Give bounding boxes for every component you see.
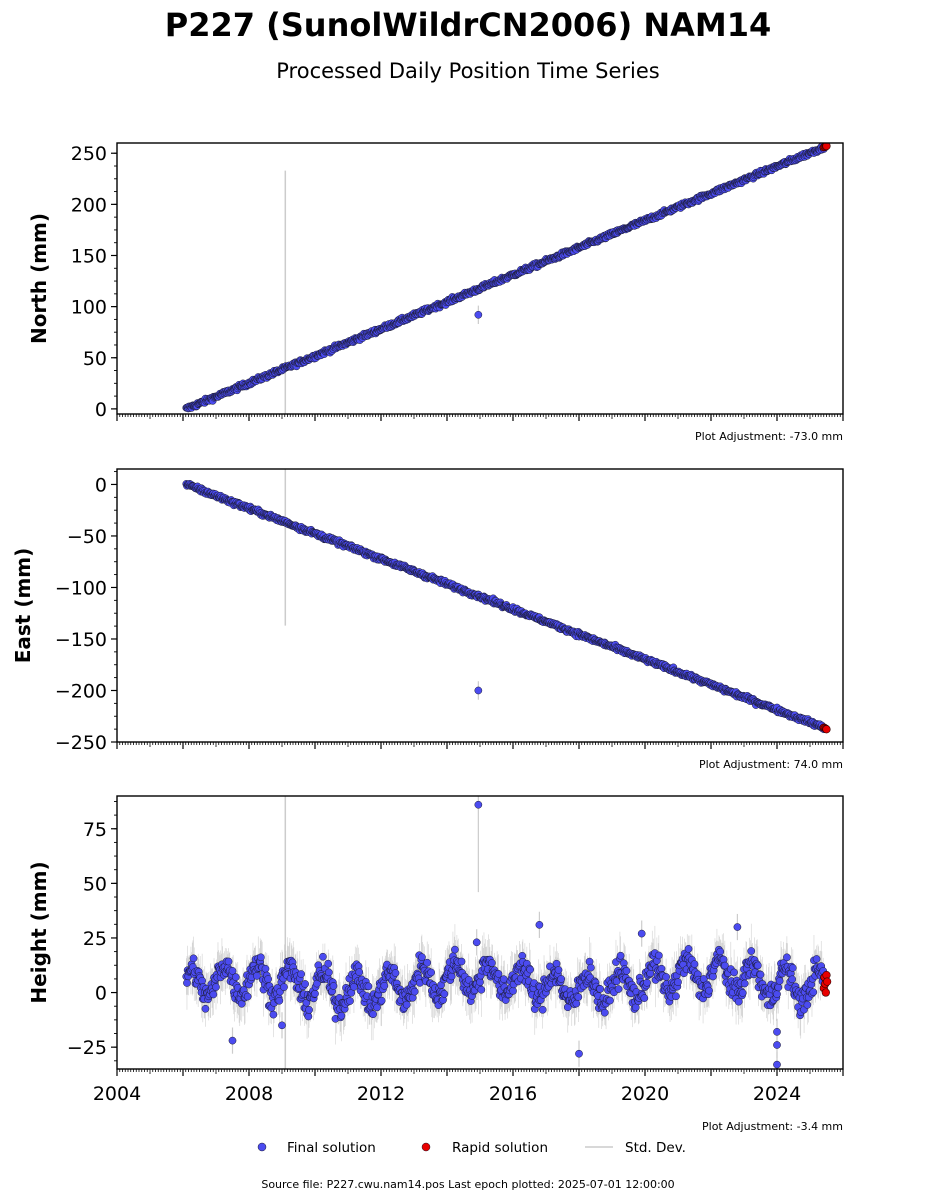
y-tick-label: 0	[95, 399, 107, 421]
east-axis-label: East (mm)	[11, 548, 35, 664]
y-tick-label: 200	[71, 194, 107, 216]
y-tick-label: 0	[95, 474, 107, 496]
east-plot-adjustment: Plot Adjustment: 74.0 mm	[699, 758, 843, 771]
north-data-layer	[182, 143, 831, 414]
final-solution-outlier	[474, 686, 483, 695]
east-data-layer	[182, 469, 831, 734]
rapid-solution-point	[822, 725, 831, 734]
north-plot-adjustment: Plot Adjustment: -73.0 mm	[695, 430, 843, 443]
y-tick-label: 150	[71, 245, 107, 267]
east-panel: 0 −50 −100 −150 −200 −250 East (mm) Plot Adjust…	[11, 468, 844, 771]
y-tick-label: −150	[55, 629, 107, 651]
y-tick-label: 100	[71, 297, 107, 319]
north-panel: 0 50 100 150 200 250 North (mm) Plot Adjustment…	[27, 142, 844, 443]
chart-title: P227 (SunolWildrCN2006) NAM14	[165, 6, 772, 44]
east-axes-frame	[116, 468, 844, 743]
y-tick-label: −50	[67, 526, 107, 548]
y-tick-label: −100	[55, 577, 107, 599]
height-data-layer	[182, 796, 832, 1069]
rapid-solution-point	[822, 143, 831, 151]
north-axis-label: North (mm)	[27, 213, 51, 344]
chart-subtitle: Processed Daily Position Time Series	[276, 59, 660, 83]
y-tick-label: −250	[55, 732, 107, 754]
y-tick-label: −200	[55, 680, 107, 702]
y-tick-label: 250	[71, 143, 107, 165]
y-tick-label: 50	[83, 348, 107, 370]
final-solution-outlier	[474, 310, 483, 319]
